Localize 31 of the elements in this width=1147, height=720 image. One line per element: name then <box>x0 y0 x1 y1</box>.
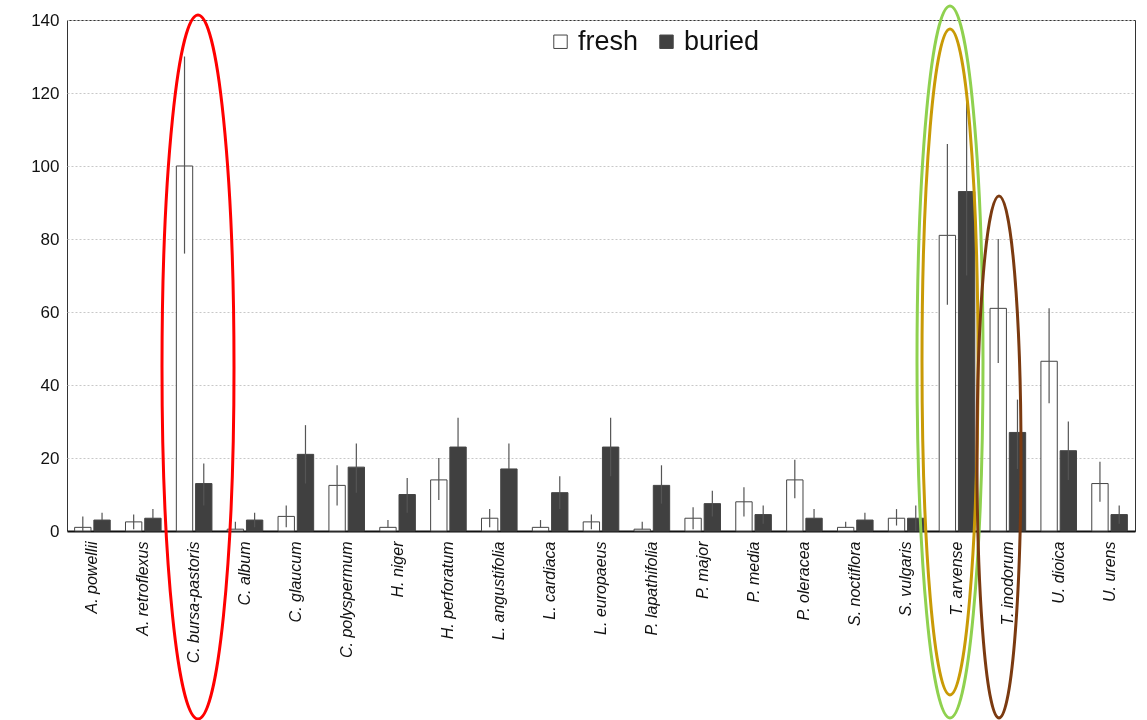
legend-label: fresh <box>578 25 639 56</box>
x-tick-label: A. retroflexus <box>134 541 152 637</box>
x-tick-label: L. cardiaca <box>541 541 559 620</box>
x-tick-label: S. noctiflora <box>846 541 864 626</box>
y-tick-label: 80 <box>40 229 60 249</box>
x-tick-label: U. dioica <box>1049 541 1067 604</box>
y-tick-label: 60 <box>40 302 60 322</box>
y-tick-label: 120 <box>31 83 60 103</box>
y-tick-label: 40 <box>40 375 60 395</box>
y-tick-label: 20 <box>40 448 60 468</box>
x-tick-label: P. media <box>744 541 762 603</box>
x-tick-label: H. perforatum <box>439 541 457 640</box>
x-tick-label: T. arvense <box>948 541 965 616</box>
x-tick-label: L. angustifolia <box>490 541 508 641</box>
x-tick-label: U. urens <box>1100 541 1118 602</box>
x-tick-label: P. major <box>693 540 711 600</box>
x-tick-label: P. oleracea <box>795 541 813 621</box>
y-tick-label: 140 <box>31 10 60 30</box>
x-tick-label: C. glaucum <box>286 541 304 623</box>
legend-label: buried <box>684 25 760 56</box>
y-tick-label: 100 <box>31 156 60 176</box>
x-tick-label: H. niger <box>388 540 406 598</box>
x-tick-label: C. bursa-pastoris <box>185 541 203 664</box>
x-tick-label: T. inodorum <box>998 541 1016 626</box>
x-tick-label: L. europaeus <box>592 541 609 635</box>
y-tick-label: 0 <box>50 521 60 541</box>
x-tick-label: A. powellii <box>83 541 101 615</box>
x-tick-label: P. lapathifolia <box>642 541 660 636</box>
x-tick-label: C. polyspermum <box>337 541 355 658</box>
x-tick-label: S. vulgaris <box>897 541 915 617</box>
x-tick-label: C. album <box>236 541 253 606</box>
